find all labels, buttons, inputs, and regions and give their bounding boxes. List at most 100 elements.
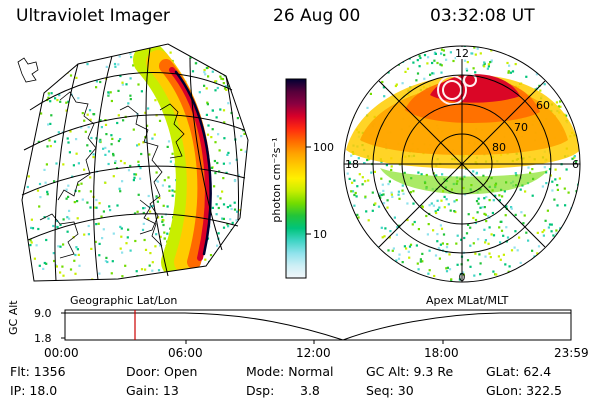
speckle-pixel bbox=[207, 272, 210, 275]
speckle-pixel bbox=[507, 270, 510, 273]
speckle-pixel bbox=[435, 211, 438, 215]
speckle-pixel bbox=[77, 97, 80, 100]
speckle-pixel bbox=[443, 53, 446, 57]
speckle-pixel bbox=[211, 128, 214, 131]
speckle-pixel bbox=[237, 226, 240, 229]
speckle-pixel bbox=[372, 65, 375, 68]
speckle-pixel bbox=[359, 61, 362, 64]
speckle-pixel bbox=[389, 47, 392, 51]
speckle-pixel bbox=[344, 111, 347, 114]
speckle-pixel bbox=[37, 227, 40, 231]
speckle-pixel bbox=[226, 206, 229, 209]
speckle-pixel bbox=[552, 234, 555, 237]
speckle-pixel bbox=[27, 175, 30, 178]
speckle-pixel bbox=[52, 252, 55, 255]
speckle-pixel bbox=[124, 264, 127, 267]
speckle-pixel bbox=[27, 256, 30, 259]
speckle-pixel bbox=[430, 202, 433, 205]
speckle-pixel bbox=[483, 61, 486, 64]
speckle-pixel bbox=[483, 206, 486, 209]
speckle-pixel bbox=[516, 249, 519, 252]
speckle-pixel bbox=[377, 62, 381, 65]
speckle-pixel bbox=[419, 260, 422, 263]
speckle-pixel bbox=[206, 133, 210, 136]
speckle-pixel bbox=[69, 74, 73, 77]
speckle-pixel bbox=[397, 190, 400, 193]
instrument-title: Ultraviolet Imager bbox=[16, 6, 170, 26]
speckle-pixel bbox=[45, 238, 48, 242]
speckle-pixel bbox=[467, 213, 470, 216]
speckle-pixel bbox=[76, 200, 79, 203]
speckle-pixel bbox=[159, 244, 162, 247]
speckle-pixel bbox=[236, 117, 239, 120]
speckle-pixel bbox=[136, 210, 139, 213]
speckle-pixel bbox=[45, 262, 48, 265]
speckle-pixel bbox=[106, 260, 109, 264]
speckle-pixel bbox=[462, 273, 465, 276]
speckle-pixel bbox=[127, 169, 131, 172]
geo-grid bbox=[21, 43, 249, 282]
speckle-pixel bbox=[227, 102, 230, 105]
speckle-pixel bbox=[37, 106, 40, 109]
speckle-pixel bbox=[223, 137, 226, 140]
speckle-pixel bbox=[28, 76, 31, 79]
speckle-pixel bbox=[478, 253, 481, 256]
speckle-pixel bbox=[358, 67, 361, 71]
speckle-pixel bbox=[163, 179, 166, 182]
speckle-pixel bbox=[122, 119, 125, 122]
door-status: Door: Open bbox=[126, 364, 198, 379]
speckle-pixel bbox=[239, 67, 242, 71]
speckle-pixel bbox=[382, 202, 386, 205]
speckle-pixel bbox=[507, 71, 510, 74]
colorbar-unit-label: photon cm⁻²s⁻¹ bbox=[270, 137, 283, 222]
speckle-pixel bbox=[22, 173, 23, 177]
speckle-pixel bbox=[528, 56, 531, 59]
speckle-pixel bbox=[228, 75, 231, 79]
speckle-pixel bbox=[89, 190, 92, 193]
speckle-pixel bbox=[406, 67, 410, 70]
speckle-pixel bbox=[511, 70, 515, 73]
speckle-pixel bbox=[347, 225, 350, 228]
speckle-pixel bbox=[445, 246, 449, 249]
speckle-pixel bbox=[221, 245, 224, 248]
speckle-pixel bbox=[367, 77, 370, 80]
speckle-pixel bbox=[460, 238, 463, 241]
speckle-pixel bbox=[217, 260, 220, 263]
speckle-pixel bbox=[139, 177, 142, 180]
speckle-pixel bbox=[72, 164, 75, 167]
speckle-pixel bbox=[105, 133, 108, 136]
speckle-pixel bbox=[77, 162, 80, 165]
speckle-pixel bbox=[455, 199, 458, 202]
speckle-pixel bbox=[227, 151, 230, 154]
speckle-pixel bbox=[154, 99, 157, 102]
speckle-pixel bbox=[366, 280, 369, 282]
gain-value: Gain: 13 bbox=[126, 383, 179, 398]
speckle-pixel bbox=[555, 232, 558, 235]
speckle-pixel bbox=[361, 265, 364, 268]
speckle-pixel bbox=[508, 64, 511, 67]
speckle-pixel bbox=[420, 281, 423, 282]
speckle-pixel bbox=[571, 54, 574, 58]
speckle-pixel bbox=[167, 140, 171, 143]
speckle-pixel bbox=[119, 247, 122, 250]
observation-time: 03:32:08 UT bbox=[430, 6, 535, 26]
speckle-pixel bbox=[132, 128, 135, 131]
speckle-pixel bbox=[105, 65, 108, 68]
speckle-pixel bbox=[58, 94, 61, 97]
speckle-pixel bbox=[466, 259, 470, 262]
speckle-pixel bbox=[578, 71, 580, 74]
speckle-pixel bbox=[562, 258, 565, 261]
speckle-pixel bbox=[469, 226, 472, 229]
speckle-pixel bbox=[216, 86, 219, 90]
speckle-pixel bbox=[388, 236, 391, 239]
speckle-pixel bbox=[518, 236, 521, 239]
speckle-pixel bbox=[226, 223, 229, 226]
speckle-pixel bbox=[221, 190, 224, 193]
speckle-pixel bbox=[573, 225, 576, 228]
speckle-pixel bbox=[431, 61, 434, 65]
speckle-pixel bbox=[52, 224, 55, 228]
altitude-curve bbox=[65, 312, 571, 341]
speckle-pixel bbox=[140, 152, 143, 156]
speckle-pixel bbox=[417, 268, 420, 271]
speckle-pixel bbox=[155, 171, 158, 174]
